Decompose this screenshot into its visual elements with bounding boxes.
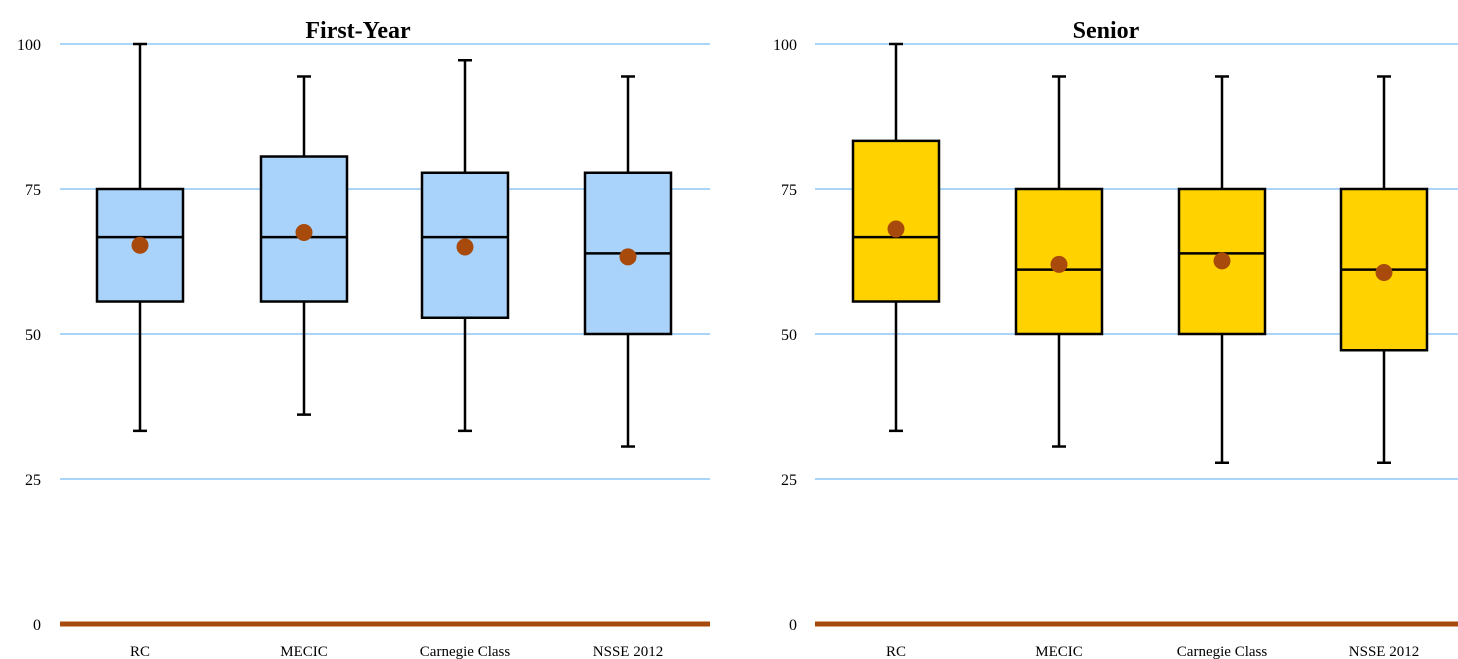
chart-title: Senior	[1073, 18, 1140, 44]
y-tick-label: 25	[781, 472, 797, 489]
iqr-box	[95, 187, 185, 303]
category-label: RC	[130, 644, 150, 659]
box-group	[583, 75, 673, 448]
y-tick-label: 25	[25, 472, 41, 489]
y-tick-label: 75	[25, 182, 41, 199]
category-label: RC	[886, 644, 906, 659]
mean-marker	[1213, 252, 1231, 270]
mean-marker	[131, 236, 149, 254]
box-group	[1014, 75, 1104, 448]
senior-panel: 0 25 50 75 100 Senior RC MECIC Carnegie Class NSS…	[773, 18, 1458, 659]
iqr-box	[1014, 187, 1104, 336]
box-group	[851, 42, 941, 433]
y-tick-label: 100	[17, 37, 41, 54]
chart-title: First-Year	[305, 18, 411, 44]
y-tick-label: 75	[781, 182, 797, 199]
category-label: NSSE 2012	[1349, 644, 1419, 659]
first-year-panel: 0 25 50 75 100 First-Year RC MECIC Carnegie Clas…	[17, 18, 710, 659]
category-label: MECIC	[280, 644, 328, 659]
y-tick-label: 0	[33, 617, 41, 634]
y-tick-label: 100	[773, 37, 797, 54]
box-group	[1177, 75, 1267, 465]
mean-marker	[1375, 264, 1393, 282]
mean-marker	[456, 238, 474, 256]
box-group	[1339, 75, 1429, 465]
mean-marker	[887, 220, 905, 238]
y-tick-label: 50	[781, 327, 797, 344]
box-group	[420, 58, 510, 433]
category-label: Carnegie Class	[420, 644, 511, 659]
category-label: Carnegie Class	[1177, 644, 1268, 659]
y-tick-label: 50	[25, 327, 41, 344]
box-group	[95, 42, 185, 433]
mean-marker	[1050, 255, 1068, 273]
y-tick-label: 0	[789, 617, 797, 634]
mean-marker	[619, 248, 637, 266]
category-label: MECIC	[1035, 644, 1083, 659]
box-group	[259, 75, 349, 416]
mean-marker	[295, 224, 313, 241]
category-label: NSSE 2012	[593, 644, 663, 659]
